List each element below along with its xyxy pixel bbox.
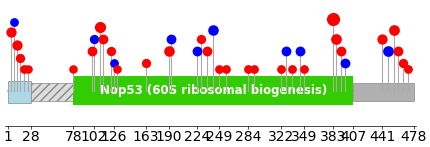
Point: [168, 38, 175, 41]
Point: [165, 50, 172, 52]
Point: [20, 67, 27, 70]
Text: Nop53 (60S ribosomal biogenesis): Nop53 (60S ribosomal biogenesis): [100, 84, 327, 97]
Point: [250, 67, 257, 70]
Bar: [353, 83, 414, 101]
Point: [197, 38, 204, 41]
Point: [70, 67, 77, 70]
Point: [277, 67, 284, 70]
Point: [107, 50, 114, 52]
Point: [10, 20, 17, 23]
Point: [100, 38, 107, 41]
Point: [91, 38, 98, 41]
Point: [338, 50, 345, 52]
Point: [203, 50, 210, 52]
Point: [142, 62, 149, 65]
Point: [400, 62, 407, 65]
Point: [209, 29, 216, 31]
Point: [89, 50, 95, 52]
Point: [333, 38, 340, 41]
Point: [384, 50, 391, 52]
Point: [16, 57, 23, 59]
Bar: [31, 83, 73, 101]
Point: [329, 18, 336, 21]
Point: [8, 31, 15, 33]
Point: [395, 50, 402, 52]
Point: [194, 50, 201, 52]
Point: [25, 67, 31, 70]
Point: [300, 67, 307, 70]
Point: [283, 50, 289, 52]
Bar: [73, 76, 353, 105]
Point: [111, 62, 117, 65]
Point: [114, 67, 121, 70]
Point: [14, 43, 21, 46]
Point: [245, 67, 252, 70]
Point: [222, 67, 229, 70]
Point: [289, 67, 295, 70]
Point: [215, 67, 222, 70]
Bar: [8, 81, 31, 103]
Point: [297, 50, 304, 52]
Point: [97, 26, 104, 28]
Point: [341, 62, 348, 65]
Point: [405, 67, 412, 70]
Point: [379, 38, 386, 41]
Point: [390, 29, 397, 31]
